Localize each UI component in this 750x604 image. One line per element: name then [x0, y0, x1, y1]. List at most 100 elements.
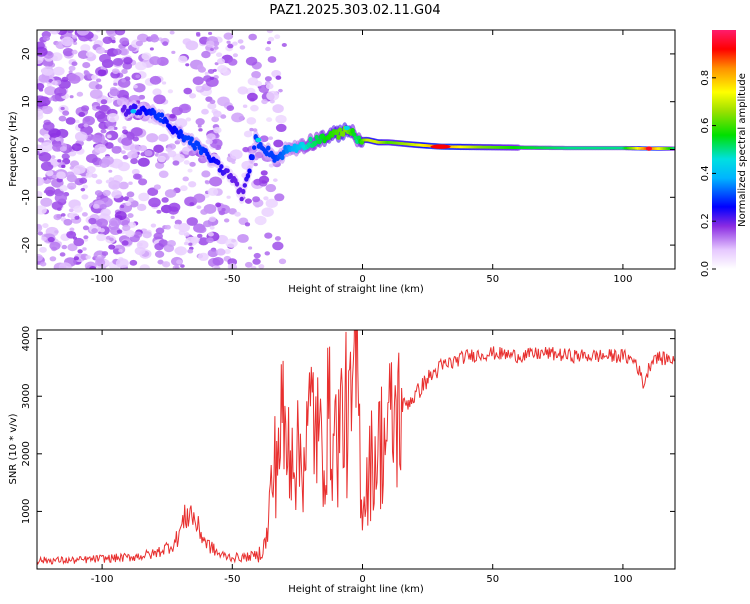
noise-blob	[197, 124, 202, 128]
noise-blob	[242, 104, 248, 109]
noise-blob	[220, 114, 227, 119]
noise-blob	[207, 231, 214, 237]
noise-blob	[127, 213, 134, 218]
noise-blob	[171, 50, 176, 54]
noise-blob	[234, 211, 241, 217]
noise-blob	[150, 223, 157, 228]
noise-blob	[114, 30, 126, 36]
noise-blob	[174, 118, 188, 128]
noise-blob	[157, 259, 164, 265]
noise-blob	[61, 164, 66, 169]
noise-blob	[79, 177, 88, 184]
noise-blob	[198, 237, 209, 246]
noise-blob	[74, 215, 80, 220]
noise-blob	[62, 110, 70, 116]
noise-blob	[49, 30, 61, 35]
noise-blob	[105, 30, 115, 35]
noise-blob	[47, 236, 55, 243]
noise-blob	[71, 49, 78, 55]
noise-blob	[264, 232, 273, 239]
noise-blob	[149, 47, 154, 51]
noise-blob	[122, 129, 129, 135]
noise-blob	[250, 104, 259, 112]
noise-blob	[132, 136, 139, 142]
noise-blob	[182, 38, 192, 45]
noise-blob	[258, 264, 265, 269]
noise-blob	[200, 208, 208, 215]
noise-blob	[137, 157, 150, 167]
snr-ylabel: SNR (10 * v/v)	[8, 413, 19, 484]
noise-blob	[80, 187, 86, 192]
ridge-point	[219, 164, 224, 169]
noise-blob	[196, 33, 201, 37]
noise-blob	[42, 223, 49, 229]
noise-blob	[186, 217, 198, 226]
noise-blob	[37, 205, 47, 215]
noise-blob	[249, 127, 254, 132]
noise-blob	[162, 261, 171, 268]
noise-blob	[65, 171, 75, 179]
noise-blob	[171, 106, 183, 116]
ridge-point	[336, 134, 341, 140]
noise-blob	[173, 223, 181, 230]
ridge-point	[122, 104, 127, 111]
noise-blob	[37, 137, 45, 143]
noise-blob	[269, 99, 275, 104]
noise-blob	[40, 161, 54, 172]
noise-blob	[54, 86, 67, 97]
noise-blob	[147, 119, 154, 124]
noise-blob	[215, 52, 223, 58]
noise-blob	[260, 170, 268, 176]
noise-blob	[223, 32, 234, 40]
noise-blob	[51, 201, 63, 210]
noise-blob	[73, 41, 78, 45]
noise-blob	[185, 63, 190, 67]
noise-blob	[167, 89, 174, 94]
y-tick-label: 2000	[21, 441, 32, 466]
noise-blob	[187, 248, 194, 254]
noise-blob	[209, 138, 223, 149]
noise-blob	[231, 160, 236, 164]
noise-blob	[38, 88, 44, 92]
noise-blob	[281, 43, 287, 48]
noise-blob	[158, 170, 169, 179]
noise-blob	[141, 52, 152, 61]
noise-blob	[113, 48, 122, 56]
noise-blob	[59, 252, 66, 257]
noise-blob	[66, 30, 74, 34]
noise-blob	[95, 84, 103, 90]
noise-blob	[161, 197, 169, 203]
noise-blob	[138, 192, 150, 202]
noise-blob	[154, 243, 164, 251]
noise-blob	[183, 232, 190, 237]
noise-blob	[76, 91, 84, 97]
noise-blob	[278, 258, 287, 265]
noise-blob	[40, 261, 47, 267]
noise-blob	[196, 205, 202, 210]
noise-blob	[128, 197, 134, 203]
noise-blob	[193, 193, 206, 203]
noise-blob	[96, 196, 101, 200]
noise-blob	[201, 50, 211, 59]
noise-blob	[174, 247, 183, 255]
noise-blob	[53, 213, 62, 221]
noise-blob	[37, 224, 43, 232]
noise-blob	[131, 168, 140, 175]
noise-blob	[101, 155, 114, 166]
noise-blob	[207, 68, 215, 74]
noise-blob	[232, 53, 239, 58]
noise-blob	[149, 75, 162, 85]
noise-blob	[163, 244, 175, 253]
ridge-point	[247, 168, 252, 174]
noise-blob	[37, 108, 44, 117]
noise-blob	[61, 244, 68, 250]
noise-blob	[213, 45, 219, 50]
noise-blob	[274, 193, 285, 202]
noise-blob	[125, 230, 135, 238]
noise-blob	[130, 127, 143, 137]
noise-blob	[169, 113, 176, 119]
noise-blob	[106, 113, 120, 123]
noise-blob	[99, 104, 109, 112]
noise-blob	[211, 116, 220, 123]
